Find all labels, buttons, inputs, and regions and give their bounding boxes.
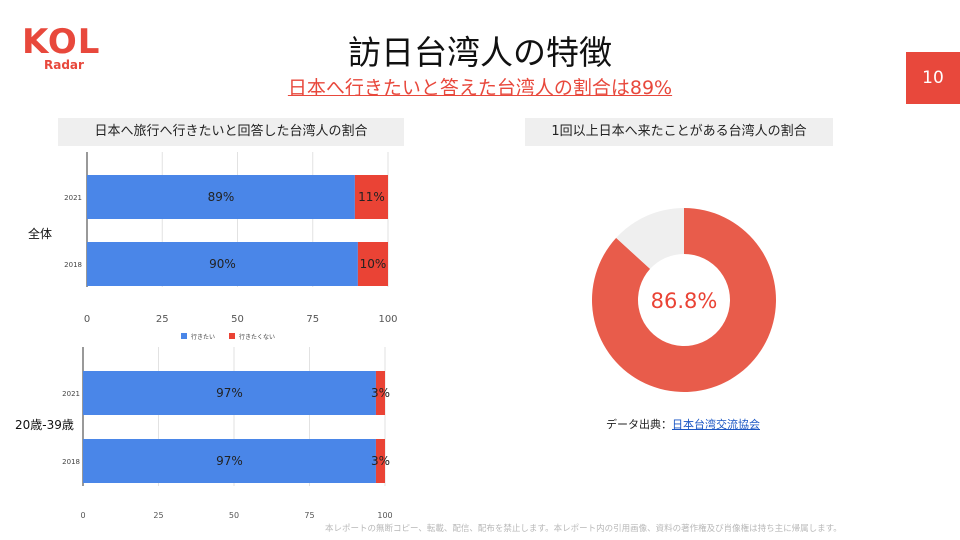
source-link[interactable]: 日本台湾交流協会 bbox=[672, 418, 760, 431]
donut-slice bbox=[616, 208, 684, 269]
category-label: 2018 bbox=[64, 261, 82, 269]
data-label: 10% bbox=[360, 257, 387, 271]
data-source: データ出典：日本台湾交流協会 bbox=[606, 416, 760, 432]
page-number: 10 bbox=[906, 52, 960, 104]
bar-segment bbox=[357, 242, 388, 286]
group-label: 20歳-39歳 bbox=[15, 418, 74, 432]
data-label: 3% bbox=[371, 454, 390, 468]
brand-logo: KOL Radar bbox=[22, 22, 102, 74]
data-label: 97% bbox=[216, 386, 243, 400]
bar-segment bbox=[354, 175, 388, 219]
bar-segment bbox=[87, 175, 355, 219]
page-title: 訪日台湾人の特徴 bbox=[348, 33, 612, 72]
x-tick-label: 25 bbox=[153, 511, 163, 520]
copyright-footer: 本レポートの無断コピー、転載、配信、配布を禁止します。本レポート内の引用画像、資… bbox=[325, 524, 842, 534]
bar-segment bbox=[87, 242, 358, 286]
data-label: 11% bbox=[358, 190, 385, 204]
left-panel-label: 日本へ旅行へ行きたいと回答した台湾人の割合 bbox=[58, 118, 404, 146]
logo-main-text: KOL bbox=[22, 22, 101, 62]
x-tick-label: 100 bbox=[377, 511, 392, 520]
bar-segment bbox=[375, 371, 385, 415]
donut-chart: 86.8% bbox=[592, 208, 777, 392]
data-label: 89% bbox=[208, 190, 235, 204]
legend-label: 行きたい bbox=[191, 333, 215, 341]
logo-sub-text: Radar bbox=[44, 58, 84, 72]
x-tick-label: 100 bbox=[378, 314, 397, 325]
bar-segment bbox=[375, 439, 385, 483]
x-tick-label: 0 bbox=[80, 511, 85, 520]
category-label: 2018 bbox=[62, 458, 80, 466]
x-tick-label: 0 bbox=[84, 314, 90, 325]
bar-segment bbox=[83, 371, 376, 415]
data-label: 97% bbox=[216, 454, 243, 468]
legend-label: 行きたくない bbox=[239, 333, 275, 341]
x-tick-label: 50 bbox=[231, 314, 244, 325]
x-tick-label: 50 bbox=[229, 511, 239, 520]
right-panel-label: 1回以上日本へ来たことがある台湾人の割合 bbox=[525, 118, 833, 146]
legend-swatch bbox=[181, 333, 187, 339]
legend-swatch bbox=[229, 333, 235, 339]
bar-chart-age-20-39: 0 25 50 75 100 2021 97% 3% 2018 97% 3% 20歳-39歳 bbox=[15, 347, 393, 520]
category-label: 2021 bbox=[64, 194, 82, 202]
data-label: 3% bbox=[371, 386, 390, 400]
x-tick-label: 25 bbox=[156, 314, 169, 325]
donut-slice bbox=[592, 208, 777, 392]
x-tick-label: 75 bbox=[306, 314, 319, 325]
donut-center-label: 86.8% bbox=[651, 289, 718, 313]
data-label: 90% bbox=[209, 257, 236, 271]
group-label: 全体 bbox=[28, 226, 52, 241]
category-label: 2021 bbox=[62, 390, 80, 398]
source-prefix: データ出典： bbox=[606, 418, 672, 431]
bar-segment bbox=[83, 439, 376, 483]
x-tick-label: 75 bbox=[304, 511, 314, 520]
page-subtitle: 日本へ行きたいと答えた台湾人の割合は89% bbox=[287, 77, 673, 99]
